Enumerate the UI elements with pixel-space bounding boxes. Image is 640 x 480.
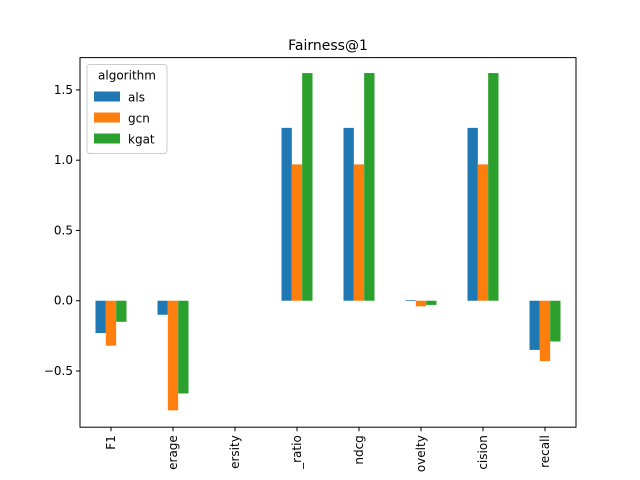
bar-kgat-3 — [302, 73, 313, 301]
bars-group — [95, 73, 561, 411]
bar-kgat-5 — [426, 300, 437, 305]
bar-kgat-7 — [550, 300, 561, 342]
x-axis: F1 erage ersity _ratio ndcg ovelty cision recal… — [104, 427, 552, 472]
bar-als-0 — [95, 300, 106, 334]
x-tick-label: recall — [538, 435, 552, 468]
x-tick-label: ndcg — [352, 435, 366, 464]
legend-label-gcn: gcn — [128, 112, 150, 126]
bar-als-7 — [529, 300, 540, 350]
legend-swatch-gcn — [94, 112, 120, 123]
x-tick-label: ovelty — [414, 435, 428, 472]
bar-kgat-1 — [178, 300, 189, 394]
legend-swatch-als — [94, 91, 120, 102]
y-tick-label: 1.0 — [54, 153, 73, 167]
legend-label-als: als — [128, 91, 145, 105]
bar-als-1 — [157, 300, 168, 315]
bar-gcn-6 — [477, 164, 489, 301]
legend-label-kgat: kgat — [128, 133, 155, 147]
bar-gcn-4 — [353, 164, 365, 301]
legend-title: algorithm — [98, 69, 156, 83]
x-tick-label: cision — [476, 435, 490, 469]
y-tick-label: 0.0 — [54, 294, 73, 308]
bar-gcn-3 — [291, 164, 303, 301]
bar-als-6 — [467, 127, 478, 301]
bar-kgat-4 — [364, 73, 375, 301]
bar-gcn-0 — [105, 300, 117, 346]
legend-swatch-kgat — [94, 133, 120, 144]
y-tick-label: −0.5 — [44, 364, 73, 378]
bar-gcn-5 — [415, 300, 427, 307]
x-tick-label: F1 — [104, 435, 118, 450]
chart-title: Fairness@1 — [288, 38, 368, 54]
bar-kgat-6 — [488, 73, 499, 301]
x-tick-label: ersity — [228, 435, 242, 469]
y-tick-label: 0.5 — [54, 223, 73, 237]
plot-frame — [79, 57, 577, 428]
bar-als-5 — [405, 300, 416, 301]
y-tick-label: 1.5 — [54, 83, 73, 97]
bar-gcn-7 — [539, 300, 551, 362]
bar-als-4 — [343, 127, 354, 301]
bar-gcn-1 — [167, 300, 179, 411]
legend: algorithm als gcn kgat — [86, 64, 168, 154]
y-axis: −0.5 0.0 0.5 1.0 1.5 — [44, 83, 80, 378]
bar-als-3 — [281, 127, 292, 301]
x-tick-label: _ratio — [290, 435, 304, 470]
x-tick-label: erage — [166, 435, 180, 470]
bar-kgat-0 — [116, 300, 127, 322]
legend-box — [86, 64, 168, 154]
